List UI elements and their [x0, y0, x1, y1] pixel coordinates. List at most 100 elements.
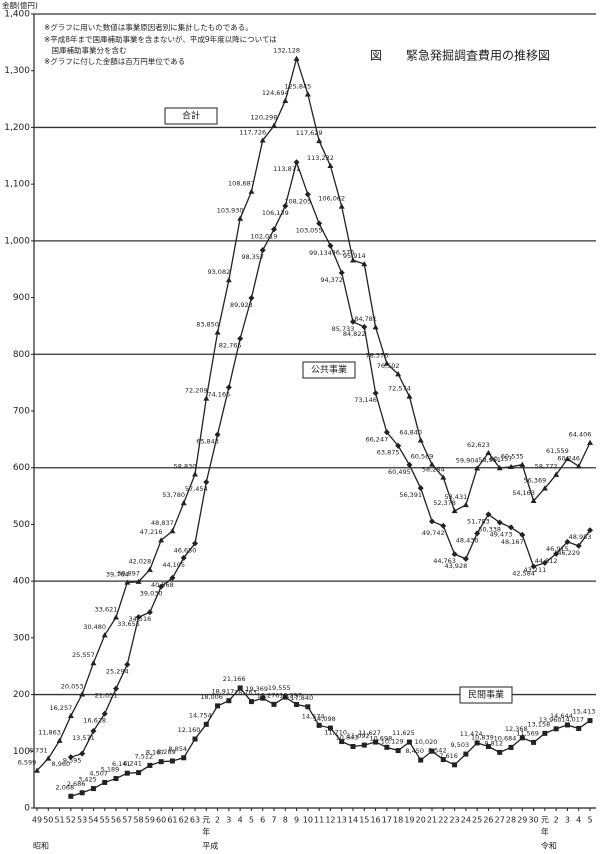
point [519, 531, 526, 538]
data-label: 96,576 [332, 248, 355, 256]
point [79, 691, 86, 697]
point [530, 497, 537, 504]
point [553, 550, 560, 557]
data-label: 48,983 [569, 533, 592, 541]
data-label: 39,030 [140, 590, 163, 598]
data-label: 16,628 [83, 717, 106, 725]
point [316, 137, 323, 144]
data-label: 8,167 [146, 749, 165, 757]
point [215, 703, 221, 709]
point [496, 519, 503, 526]
point [34, 767, 40, 773]
data-label: 103,055 [296, 227, 323, 235]
data-label: 73,146 [354, 396, 377, 404]
x-tick-label: 49 [32, 816, 42, 825]
y-tick-label: 1,300 [4, 66, 30, 76]
point [372, 390, 379, 397]
data-label: 4,507 [89, 769, 108, 777]
data-label: 124,694 [262, 89, 289, 97]
point [180, 499, 187, 506]
data-label: 9,595 [63, 757, 82, 765]
point [101, 632, 108, 638]
x-tick-label: 15 [359, 816, 369, 825]
data-label: 84,781 [354, 315, 377, 323]
point [350, 318, 356, 325]
data-label: 19,369 [245, 685, 268, 693]
data-label: 39,764 [106, 570, 129, 578]
point [135, 578, 142, 584]
point [429, 461, 435, 467]
data-label: 58,830 [174, 462, 197, 470]
point [271, 226, 277, 233]
point [248, 295, 255, 302]
data-label: 49,742 [422, 529, 445, 537]
data-label: 18,257 [279, 691, 302, 699]
point [192, 540, 198, 547]
y-tick-label: 700 [13, 407, 30, 417]
x-tick-label: 2 [215, 816, 220, 825]
y-tick-label: 600 [13, 463, 30, 473]
data-label: 60,246 [557, 454, 580, 462]
point [531, 739, 537, 745]
data-label: 34,516 [128, 615, 151, 623]
data-label: 54,163 [512, 489, 535, 497]
data-label: 14,644 [550, 712, 573, 720]
data-label: 10,698 [369, 734, 392, 742]
data-label: 78,376 [365, 351, 388, 359]
point [339, 739, 345, 745]
point [350, 257, 356, 263]
point [395, 442, 402, 449]
x-tick-label: 29 [517, 816, 527, 825]
point [90, 728, 97, 735]
point [373, 739, 379, 745]
point [90, 660, 97, 666]
data-label: 6,599 [18, 759, 37, 767]
point [90, 786, 96, 792]
point [135, 614, 142, 621]
data-label: 13,960 [539, 716, 562, 724]
point [169, 574, 176, 581]
y-axis-label: 金額(億円) [2, 0, 38, 10]
x-tick-label: 26 [483, 816, 493, 825]
data-label: 10,020 [415, 738, 438, 746]
point [304, 191, 311, 198]
series-line [36, 56, 591, 772]
x-tick-label: 13 [337, 816, 347, 825]
x-tick-label: 62 [179, 816, 189, 825]
data-label: 63,875 [377, 449, 400, 457]
x-tick-label: 23 [449, 816, 459, 825]
data-label: 16,257 [49, 704, 72, 712]
data-label: 44,105 [162, 561, 185, 569]
point [542, 730, 548, 736]
point [384, 744, 390, 750]
point [203, 721, 209, 727]
data-label: 51,783 [467, 517, 490, 525]
point [260, 695, 266, 701]
data-label: 10,839 [471, 734, 494, 742]
era-label: 令和 [541, 841, 557, 851]
point [338, 203, 345, 209]
point [541, 485, 548, 491]
point [485, 511, 492, 518]
y-tick-label: 100 [13, 747, 30, 757]
series-label: 公共事業 [311, 364, 347, 376]
data-label: 11,474 [460, 730, 483, 738]
data-label: 44,812 [535, 557, 558, 565]
point [350, 744, 356, 750]
data-label: 48,430 [456, 536, 479, 544]
point [293, 55, 300, 61]
data-label: 3,425 [78, 776, 97, 784]
data-label: 52,378 [433, 499, 456, 507]
point [101, 710, 108, 717]
point [102, 779, 108, 785]
data-label: 72,574 [388, 384, 411, 392]
data-label: 14,017 [561, 716, 584, 724]
x-tick-label: 27 [495, 816, 505, 825]
point [361, 323, 368, 330]
point [508, 744, 514, 750]
point [181, 755, 187, 761]
data-label: 17,840 [290, 694, 313, 702]
point [406, 393, 413, 399]
data-label: 82,765 [219, 342, 242, 350]
x-tick-label: 18 [393, 816, 403, 825]
